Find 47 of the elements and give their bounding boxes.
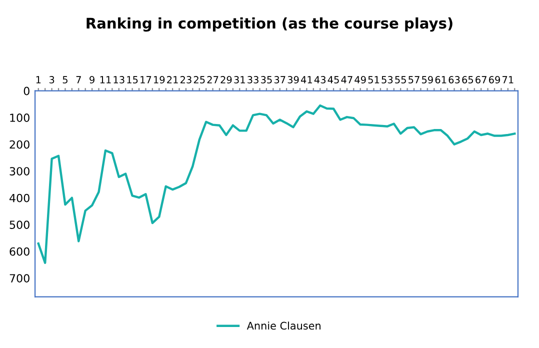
x-tick-label: 17 (140, 76, 152, 84)
x-tick-label: 43 (314, 76, 326, 84)
x-tick-label: 69 (488, 76, 500, 84)
x-tick-label: 41 (300, 76, 312, 84)
x-tick-label: 61 (435, 76, 446, 84)
y-tick-label: 700 (10, 274, 30, 282)
x-tick-label: 11 (100, 76, 111, 84)
x-tick-label: 3 (49, 76, 54, 84)
x-tick-label: 31 (234, 76, 245, 84)
x-tick-label: 13 (114, 76, 124, 84)
y-tick-label: 400 (10, 194, 30, 202)
x-tick-label: 59 (422, 76, 433, 84)
y-tick-label: 0 (24, 86, 30, 96)
line-series (37, 104, 516, 264)
x-tick-label: 29 (220, 76, 232, 84)
x-tick-label: 37 (274, 76, 286, 84)
y-tick-label: 600 (10, 247, 30, 256)
x-tick-label: 71 (502, 76, 514, 84)
y-tick-label: 100 (10, 114, 30, 122)
x-tick-label: 7 (76, 76, 81, 84)
x-tick-label: 47 (341, 76, 352, 84)
x-tick-label: 33 (248, 76, 258, 84)
x-tick-label: 49 (354, 76, 366, 84)
x-tick-label: 35 (261, 76, 272, 84)
x-tick-label: 67 (476, 76, 486, 84)
x-tick-label: 9 (90, 76, 94, 84)
y-tick-label: 200 (10, 140, 30, 149)
x-tick-label: 63 (448, 76, 460, 84)
x-tick-label: 5 (62, 76, 68, 84)
x-tick-label: 57 (408, 76, 420, 84)
x-tick-label: 53 (382, 76, 393, 84)
x-tick-label: 65 (462, 76, 474, 84)
x-tick-label: 25 (194, 76, 205, 84)
y-tick-label: 300 (10, 167, 30, 176)
x-tick-label: 19 (154, 76, 165, 84)
legend-label: Annie Clausen (246, 322, 320, 330)
x-tick-label: 51 (368, 76, 380, 84)
y-tick-label: 500 (10, 220, 30, 229)
x-tick-label: 27 (207, 76, 218, 84)
x-tick-label: 45 (328, 76, 339, 84)
x-tick-label: 15 (127, 76, 138, 84)
chart-title: Ranking in competition (as the course plays) (86, 17, 452, 32)
x-tick-label: 39 (288, 76, 299, 84)
x-tick-label: 1 (36, 76, 41, 84)
x-tick-label: 55 (395, 76, 406, 84)
x-tick-label: 23 (180, 76, 192, 84)
x-tick-label: 21 (167, 76, 178, 84)
